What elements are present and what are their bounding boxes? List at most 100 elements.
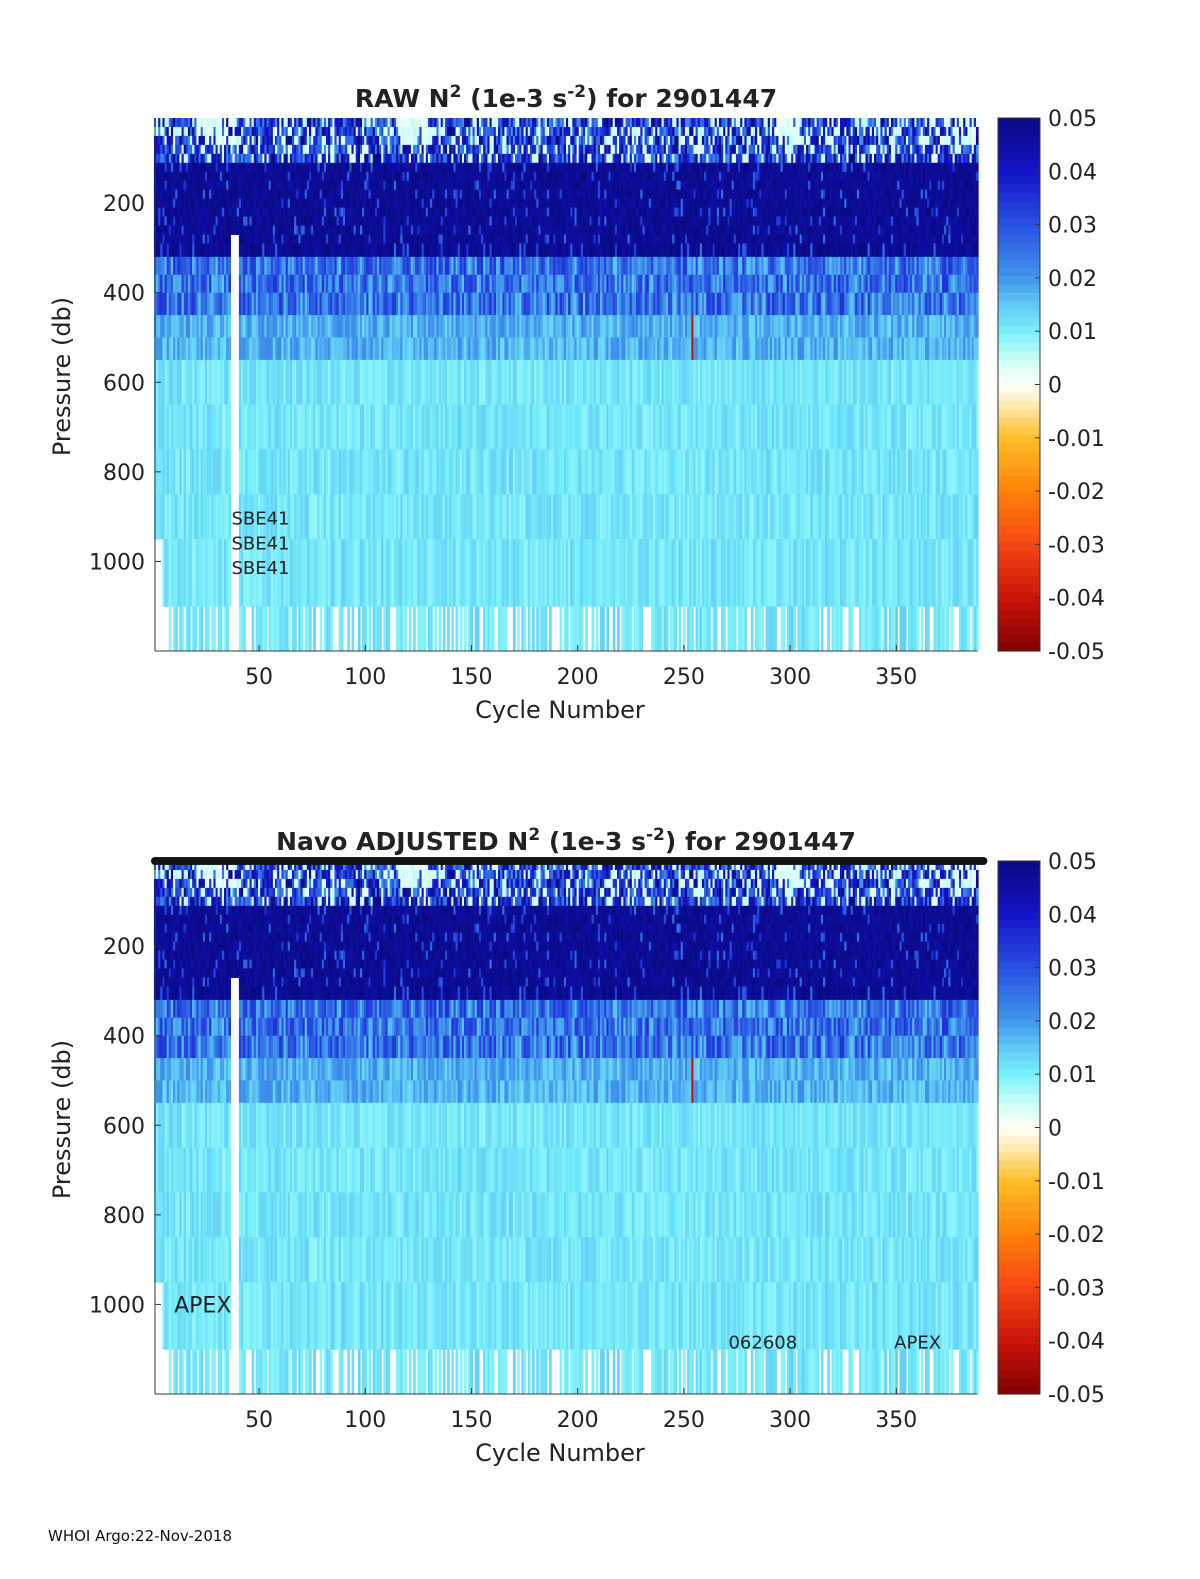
heatmap-cell [173, 234, 176, 244]
heatmap-cell [156, 162, 159, 173]
heatmap-cell [158, 126, 161, 137]
heatmap-cell [173, 539, 176, 607]
heatmap-cell [179, 337, 183, 361]
heatmap-cell [177, 225, 181, 235]
heatmap-cell [156, 243, 159, 258]
heatmap-cell [158, 274, 161, 294]
heatmap-cell [162, 207, 166, 218]
heatmap-cell [164, 118, 168, 128]
heatmap-cell [164, 494, 168, 540]
heatmap-cell [173, 274, 176, 294]
heatmap-cell [357, 606, 361, 652]
heatmap-cell [156, 135, 159, 146]
heatmap-cell [447, 606, 450, 652]
heatmap-cell [166, 225, 170, 235]
heatmap-cell [162, 153, 166, 164]
heatmap-cell [179, 153, 183, 164]
heatmap-cell [228, 274, 232, 294]
heatmap-cell [194, 606, 198, 652]
heatmap-cell [168, 274, 172, 294]
heatmap-cell [166, 404, 170, 450]
heatmap-cell [164, 180, 168, 191]
heatmap-cell [175, 162, 178, 173]
heatmap-cell [164, 404, 168, 450]
heatmap-cell [175, 144, 178, 155]
heatmap-cell [160, 144, 164, 155]
heatmap-cell [156, 292, 159, 316]
heatmap-cell [164, 189, 168, 200]
heatmap-cell [179, 274, 183, 294]
heatmap-cell [177, 292, 181, 316]
heatmap-cell [158, 180, 161, 191]
heatmap-cell [173, 359, 176, 406]
heatmap-cell [179, 292, 183, 316]
heatmap-cell [173, 256, 176, 276]
heatmap-cell [164, 225, 168, 235]
heatmap-cell [179, 539, 183, 607]
heatmap-cell [173, 207, 176, 218]
heatmap-cell [404, 606, 408, 652]
heatmap-cell [168, 539, 172, 607]
heatmap-cell [162, 494, 166, 540]
heatmap-cell [162, 144, 166, 155]
heatmap-cells [153, 118, 979, 652]
heatmap-cell [158, 292, 161, 316]
heatmap-cell [170, 359, 174, 406]
heatmap-cell [175, 337, 178, 361]
heatmap-cell [170, 118, 174, 128]
heatmap-cell [160, 449, 164, 495]
heatmap-cell [162, 404, 166, 450]
heatmap-cell [170, 243, 174, 258]
heatmap-cell [173, 315, 176, 338]
heatmap-cell [173, 135, 176, 146]
heatmap-cell [170, 494, 174, 540]
heatmap-cell [455, 606, 459, 652]
heatmap-cell [160, 494, 164, 540]
heatmap-cell [213, 606, 217, 652]
heatmap-cell [166, 207, 170, 218]
heatmap-cell [162, 198, 166, 209]
heatmap-cell [160, 216, 164, 226]
heatmap-cell [173, 189, 176, 200]
heatmap-cell [517, 606, 520, 652]
heatmap-cell [166, 189, 170, 200]
heatmap-cell [200, 606, 204, 652]
heatmap-cell [177, 404, 181, 450]
heatmap-cell [164, 171, 168, 182]
heatmap-cell [175, 256, 178, 276]
heatmap-cell [170, 162, 174, 173]
heatmap-cell [164, 539, 168, 607]
heatmap-cell [156, 494, 159, 540]
heatmap-cell [170, 315, 174, 338]
heatmap-cell [544, 606, 548, 652]
heatmap-cell [166, 243, 170, 258]
heatmap-cell [160, 171, 164, 182]
heatmap-cell [166, 171, 170, 182]
heatmap-cell [168, 198, 172, 209]
heatmap-cell [179, 216, 183, 226]
heatmap-cell [170, 207, 174, 218]
heatmap-cell [164, 449, 168, 495]
heatmap-cell [179, 126, 183, 137]
heatmap-cell [173, 337, 176, 361]
heatmap-cell [158, 162, 161, 173]
heatmap-cell [168, 216, 172, 226]
heatmap-cell [175, 180, 178, 191]
heatmap-cell [162, 292, 166, 316]
heatmap-cell [175, 189, 178, 200]
heatmap-cell [179, 234, 183, 244]
heatmap-cell [168, 162, 172, 173]
heatmap-cell [166, 126, 170, 137]
heatmap-cell [300, 606, 304, 652]
heatmap-cell [512, 606, 516, 652]
heatmap-cell [156, 216, 159, 226]
heatmap-cell [504, 606, 508, 652]
heatmap-cell [168, 234, 172, 244]
heatmap-cell [179, 404, 183, 450]
heatmap-cell [179, 494, 183, 540]
heatmap-cell [164, 243, 168, 258]
heatmap-cell [164, 207, 168, 218]
heatmap-cell [177, 189, 181, 200]
heatmap-cell [164, 144, 168, 155]
heatmap-cell [175, 243, 178, 258]
